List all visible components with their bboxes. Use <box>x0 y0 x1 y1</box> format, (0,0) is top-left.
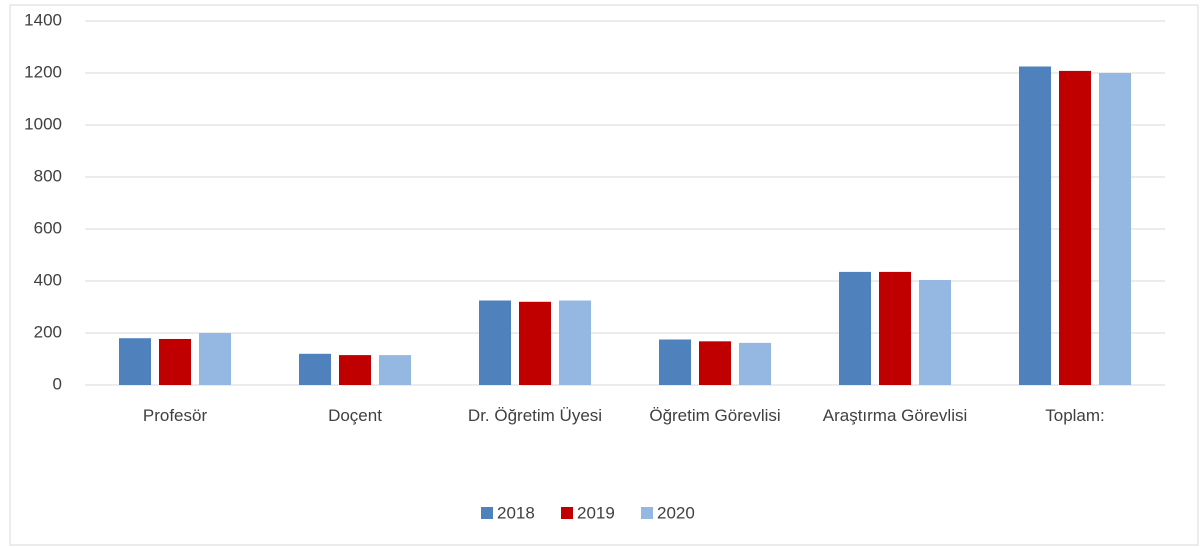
x-tick-label: Dr. Öğretim Üyesi <box>467 406 603 425</box>
y-tick-label: 200 <box>34 322 62 341</box>
bar <box>739 342 771 385</box>
x-tick-label: Öğretim Görevlisi <box>649 406 781 425</box>
bar <box>519 301 551 385</box>
legend-label: 2018 <box>497 503 535 522</box>
bar <box>379 355 411 385</box>
y-tick-label: 1400 <box>24 10 62 29</box>
bar <box>479 300 511 385</box>
x-tick-label: Araştırma Görevlisi <box>822 406 968 425</box>
bar <box>1019 66 1051 385</box>
bar <box>659 339 691 385</box>
bar <box>919 279 951 385</box>
y-tick-label: 600 <box>34 218 62 237</box>
bar <box>1059 70 1091 386</box>
legend-swatch <box>481 507 493 519</box>
bar <box>339 355 371 385</box>
legend-label: 2020 <box>657 503 695 522</box>
y-tick-label: 1000 <box>24 114 62 133</box>
legend-label: 2019 <box>577 503 615 522</box>
legend-swatch <box>641 507 653 519</box>
bar <box>839 271 871 385</box>
bar <box>159 338 191 385</box>
x-tick-label: Doçent <box>328 406 382 425</box>
x-tick-label: Profesör <box>142 406 208 425</box>
x-tick-label: Toplam: <box>1045 406 1105 425</box>
bar <box>299 353 331 385</box>
y-tick-label: 400 <box>34 270 62 289</box>
bar <box>1099 73 1131 385</box>
legend-swatch <box>561 507 573 519</box>
bar <box>199 333 231 385</box>
y-tick-label: 1200 <box>24 62 62 81</box>
bar <box>879 271 911 385</box>
bar <box>119 338 151 385</box>
chart-frame <box>9 4 1199 546</box>
bar <box>559 300 591 385</box>
bar <box>699 341 731 385</box>
y-tick-label: 0 <box>53 374 62 393</box>
y-tick-label: 800 <box>34 166 62 185</box>
